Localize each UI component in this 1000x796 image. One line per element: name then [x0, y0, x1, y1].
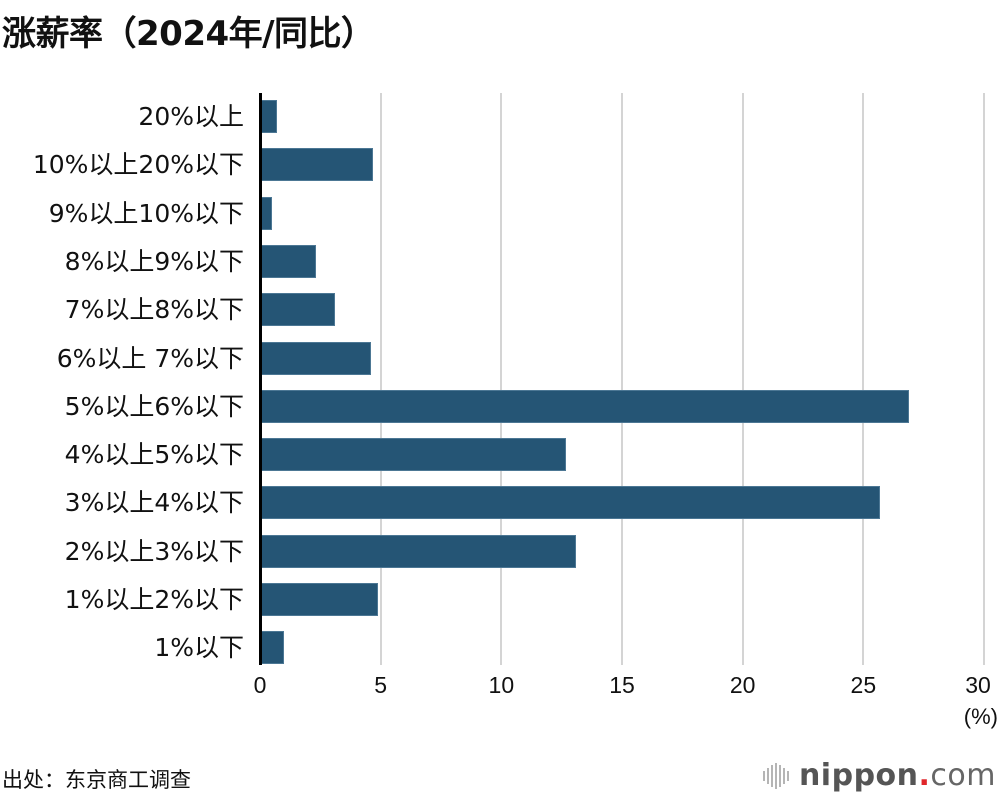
- y-axis-line: [259, 93, 262, 665]
- source-note: 出处：东京商工调查: [2, 768, 191, 792]
- bar: [260, 583, 379, 616]
- bar: [260, 341, 371, 375]
- category-label: 4%以上5%以下: [64, 440, 244, 470]
- gridline: [983, 93, 985, 665]
- plot-area: [259, 93, 985, 665]
- gridline: [621, 93, 623, 665]
- bar: [260, 486, 881, 520]
- category-label: 9%以上10%以下: [48, 198, 244, 228]
- gridline: [741, 93, 744, 665]
- x-tick-label: 5: [374, 672, 388, 698]
- category-label: 1%以下: [154, 633, 244, 663]
- category-label: 8%以上9%以下: [64, 246, 244, 276]
- x-tick-label: 15: [609, 672, 635, 698]
- category-label: 1%以上2%以下: [64, 585, 244, 614]
- category-label: 3%以上4%以下: [64, 488, 244, 518]
- x-tick-label: 25: [850, 672, 877, 698]
- bar: [260, 534, 577, 568]
- bar: [260, 196, 273, 230]
- logo-text: nippon.com: [798, 758, 996, 793]
- bar: [260, 389, 910, 423]
- category-label: 2%以上3%以下: [64, 536, 244, 566]
- x-tick-label: 10: [488, 672, 515, 698]
- category-label: 5%以上6%以下: [64, 391, 244, 421]
- bar: [260, 148, 374, 182]
- bar: [260, 631, 285, 665]
- nippon-logo: nippon.com: [762, 758, 996, 793]
- x-tick-label: 20: [729, 672, 756, 698]
- category-label: 10%以上20%以下: [32, 150, 244, 180]
- chart-title: 涨薪率（2024年/同比）: [2, 14, 375, 54]
- bar: [260, 438, 567, 472]
- x-axis-unit: (%): [963, 704, 998, 729]
- x-tick-label: 0: [253, 672, 267, 698]
- gridline: [379, 93, 382, 665]
- bar: [260, 293, 335, 327]
- x-tick-label: 30: [965, 672, 991, 698]
- logo-bars-icon: [762, 762, 789, 789]
- gridline: [500, 93, 503, 665]
- bar: [260, 100, 277, 133]
- gridline: [862, 93, 865, 665]
- category-label: 7%以上8%以下: [64, 295, 244, 325]
- category-label: 20%以上: [138, 102, 244, 131]
- category-label: 6%以上 7%以下: [56, 343, 244, 373]
- bar: [260, 244, 316, 278]
